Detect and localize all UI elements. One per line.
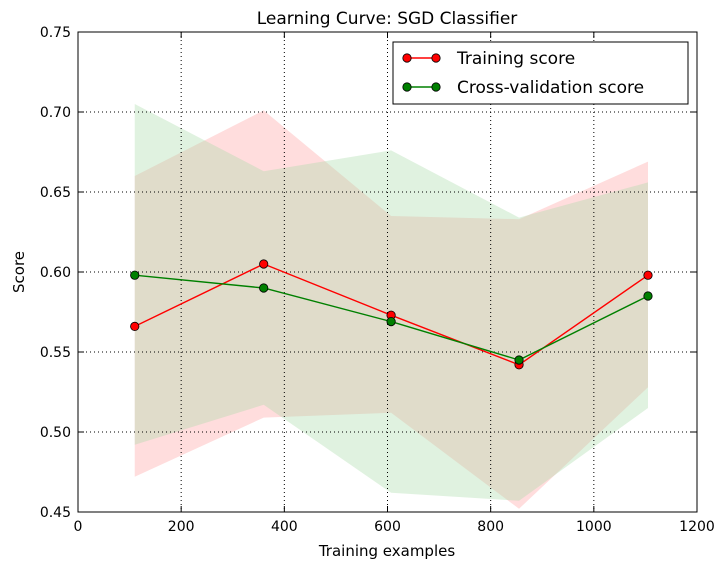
legend-label-training: Training score <box>456 49 575 69</box>
legend-marker-training <box>431 53 441 63</box>
band-cross-validation <box>134 104 648 501</box>
x-tick-label: 400 <box>271 519 298 535</box>
y-tick-label: 0.60 <box>40 265 71 281</box>
axis-ticks: 0 200 400 600 800 1000 1200 0.45 0.50 0.55 0.60 0.6… <box>40 25 715 535</box>
series-lines <box>130 259 653 370</box>
y-tick-label: 0.70 <box>40 105 71 121</box>
legend: Training score Cross-validation score <box>392 41 689 105</box>
x-tick-label: 800 <box>477 519 504 535</box>
y-tick-label: 0.50 <box>40 425 71 441</box>
y-tick-label: 0.45 <box>40 505 71 521</box>
legend-marker-cross-validation <box>431 82 441 92</box>
legend-label-cross-validation: Cross-validation score <box>457 78 644 98</box>
x-tick-label: 0 <box>74 519 83 535</box>
y-tick-label: 0.55 <box>40 345 71 361</box>
legend-box <box>392 41 689 105</box>
data-point-cross-validation <box>643 291 653 301</box>
legend-marker-cross-validation <box>402 82 412 92</box>
chart-title: Learning Curve: SGD Classifier <box>257 9 518 29</box>
data-point-training <box>130 321 140 331</box>
legend-marker-training <box>402 53 412 63</box>
x-tick-label: 1000 <box>576 519 612 535</box>
band-training <box>134 110 648 509</box>
data-point-cross-validation <box>130 270 140 280</box>
x-tick-label: 200 <box>168 519 195 535</box>
confidence-bands <box>134 104 648 509</box>
x-axis-label: Training examples <box>318 542 456 560</box>
x-tick-label: 1200 <box>679 519 715 535</box>
y-axis-label: Score <box>10 251 28 293</box>
x-tick-label: 600 <box>374 519 401 535</box>
data-point-cross-validation <box>259 283 269 293</box>
y-tick-label: 0.65 <box>40 185 71 201</box>
data-point-training <box>259 259 269 269</box>
data-point-cross-validation <box>386 316 396 327</box>
y-tick-label: 0.75 <box>40 25 71 41</box>
data-point-cross-validation <box>514 355 524 365</box>
data-point-training <box>643 270 653 280</box>
